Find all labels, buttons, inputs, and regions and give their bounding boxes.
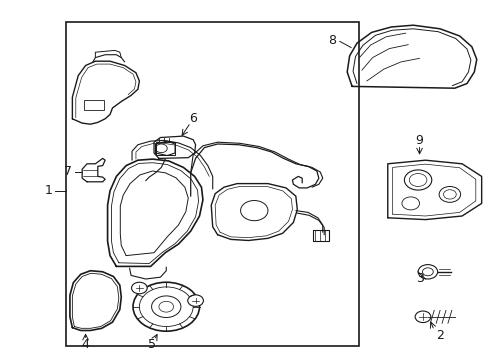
Circle shape: [417, 265, 437, 279]
Text: 9: 9: [415, 134, 423, 147]
Text: 5: 5: [147, 338, 155, 351]
Bar: [66, 22, 359, 346]
Text: 7: 7: [64, 165, 72, 178]
Text: 4: 4: [81, 338, 89, 351]
Circle shape: [131, 282, 147, 294]
Text: 1: 1: [45, 184, 53, 197]
Text: 8: 8: [328, 34, 336, 47]
Circle shape: [414, 311, 430, 323]
Text: 3: 3: [415, 273, 423, 285]
Bar: [84, 100, 103, 110]
Circle shape: [422, 268, 432, 276]
Bar: [155, 142, 175, 155]
Circle shape: [187, 295, 203, 306]
Text: 6: 6: [189, 112, 197, 125]
Text: 2: 2: [435, 329, 443, 342]
